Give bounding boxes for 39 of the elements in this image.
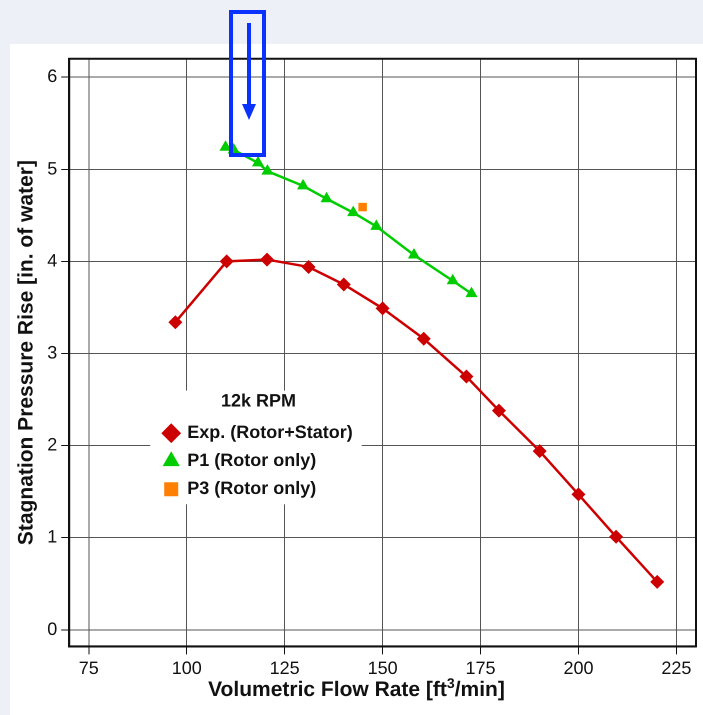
point: [408, 248, 420, 258]
y-tick-label: 3: [47, 342, 58, 362]
legend-label: P3 (Rotor only): [187, 478, 316, 498]
point: [376, 301, 390, 316]
point: [252, 156, 264, 166]
point: [260, 252, 274, 267]
point: [492, 404, 506, 418]
legend-title: 12k RPM: [220, 390, 296, 411]
point: [336, 277, 351, 292]
point: [261, 164, 274, 175]
point: [459, 370, 474, 384]
point: [302, 260, 316, 274]
point: [320, 192, 333, 202]
point: [609, 530, 624, 544]
point: [446, 274, 459, 284]
y-tick-label: 6: [47, 66, 58, 86]
y-tick-label: 1: [47, 526, 58, 547]
point: [297, 178, 310, 190]
y-tick-label: 4: [47, 250, 58, 270]
y-tick-label: 0: [47, 618, 58, 639]
point: [571, 487, 586, 502]
point: [370, 219, 382, 230]
x-tick-label: 225: [661, 658, 692, 678]
point: [347, 206, 360, 216]
x-tick-label: 200: [563, 658, 594, 678]
point: [465, 286, 478, 298]
point: [650, 574, 664, 589]
point: [532, 444, 547, 458]
legend-label: Exp. (Rotor+Stator): [187, 422, 353, 442]
y-tick-label: 2: [47, 434, 58, 455]
point: [168, 315, 182, 330]
x-tick-label: 75: [78, 658, 99, 678]
y-tick-label: 5: [47, 158, 58, 178]
point: [220, 254, 234, 268]
legend-label: P1 (Rotor only): [187, 450, 316, 470]
point: [358, 202, 367, 212]
point: [416, 332, 431, 346]
y-axis-title: Stagnation Pressure Rise [in. of water]: [14, 160, 38, 546]
x-tick-label: 100: [172, 658, 202, 678]
